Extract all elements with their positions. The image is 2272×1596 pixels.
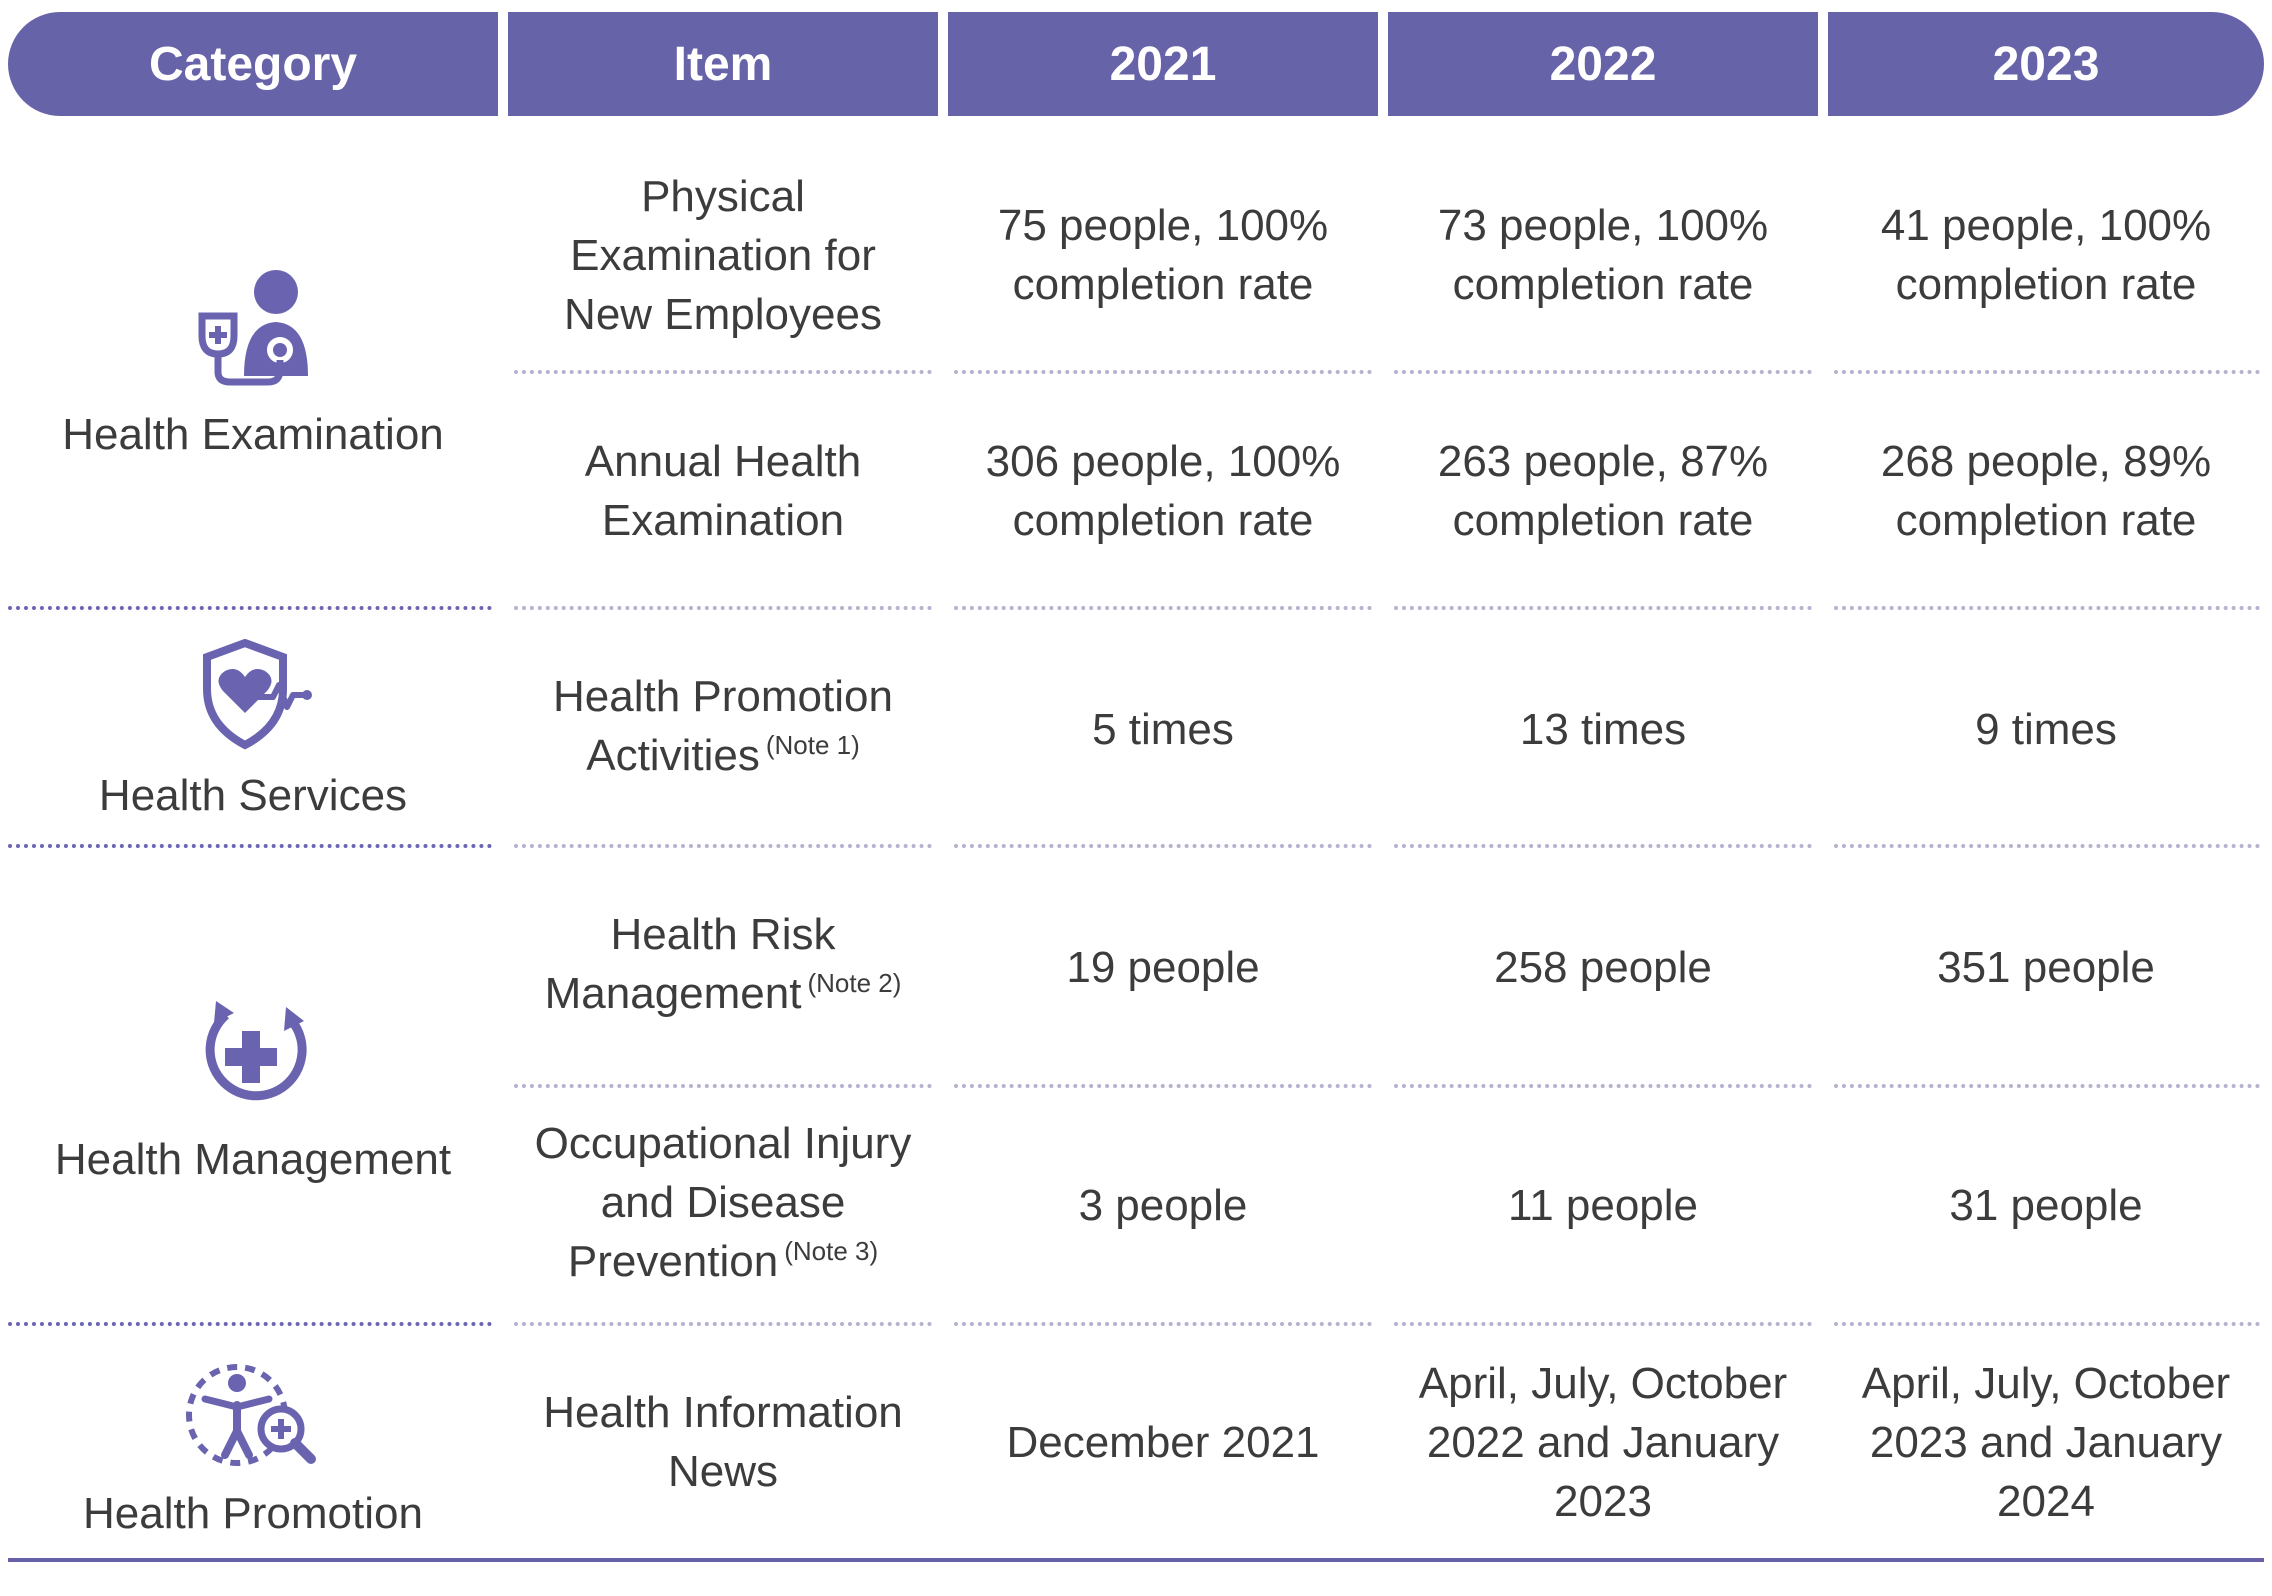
item-cell: Physical Examination for New Employees [564,171,882,339]
value-2022: 263 people, 87% completion rate [1437,437,1769,545]
category-health-promotion: Health Promotion [8,1350,498,1550]
row-divider [1834,844,2260,848]
table-bottom-border [8,1558,2264,1562]
doctor-stethoscope-icon [188,270,318,390]
value-2021: 75 people, 100% completion rate [997,201,1329,309]
row-divider [1394,844,1812,848]
value-2023: 351 people [1937,942,2155,992]
category-label: Health Examination [62,410,444,459]
item-cell: Occupational Injury and Disease Preventi… [508,1090,938,1320]
value-2022: 73 people, 100% completion rate [1437,201,1769,309]
value-2023: 31 people [1949,1180,2143,1230]
item-cell: Health Promotion Activities (Note 1) [508,614,938,844]
item-label: Health Promotion Activities [553,672,893,780]
row-divider [1834,606,2260,610]
row-divider [954,606,1372,610]
value-2021: December 2021 [1006,1417,1320,1467]
header-2021: 2021 [948,12,1378,116]
row-divider [1394,1084,1812,1088]
note-marker: (Note 1) [765,730,860,760]
value-2023: 41 people, 100% completion rate [1880,201,2212,309]
item-cell: Health Information News [543,1388,903,1496]
row-divider [954,370,1372,374]
value-2023: 268 people, 89% completion rate [1880,437,2212,545]
category-divider [8,1322,492,1326]
note-marker: (Note 2) [807,968,902,998]
category-label: Health Promotion [83,1489,423,1538]
row-divider [954,844,1372,848]
person-magnifier-icon [183,1361,323,1469]
row-divider [954,1322,1372,1326]
category-health-services: Health Services [8,620,498,840]
row-divider [514,370,932,374]
header-category: Category [8,12,498,116]
value-2021: 3 people [1078,1180,1248,1230]
value-2022: 11 people [1507,1180,1699,1230]
header-item: Item [508,12,938,116]
row-divider [514,1322,932,1326]
item-label: Health Risk Management [544,910,836,1018]
category-health-examination: Health Examination [8,130,498,600]
category-label: Health Management [54,1135,452,1184]
row-divider [954,1084,1372,1088]
row-divider [1834,1084,2260,1088]
row-divider [1394,606,1812,610]
row-divider [1394,1322,1812,1326]
medical-cross-cycle-icon [188,995,318,1115]
row-divider [1834,1322,2260,1326]
value-2021: 5 times [1092,704,1234,754]
row-divider [1394,370,1812,374]
value-2021: 19 people [1066,942,1260,992]
row-divider [514,844,932,848]
item-label: Occupational Injury and Disease Preventi… [534,1118,912,1286]
value-2022: 13 times [1519,704,1687,754]
category-divider [8,844,492,848]
heart-shield-icon [193,639,313,751]
row-divider [514,606,932,610]
header-2022: 2022 [1388,12,1818,116]
item-cell: Annual Health Examination [584,437,862,545]
value-2023: April, July, October 2023 and January 20… [1861,1358,2231,1526]
header-2023: 2023 [1828,12,2264,116]
row-divider [514,1084,932,1088]
category-health-management: Health Management [8,860,498,1320]
item-cell: Health Risk Management (Note 2) [508,852,938,1082]
value-2022: 258 people [1494,942,1712,992]
row-divider [1834,370,2260,374]
value-2021: 306 people, 100% completion rate [985,437,1341,545]
category-label: Health Services [98,771,408,820]
value-2022: April, July, October 2022 and January 20… [1418,1358,1788,1526]
category-divider [8,606,492,610]
note-marker: (Note 3) [784,1235,879,1266]
value-2023: 9 times [1975,704,2117,754]
